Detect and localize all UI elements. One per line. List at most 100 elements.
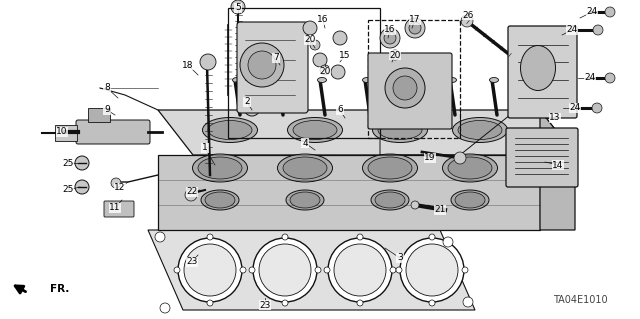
Text: 5: 5 xyxy=(235,4,241,12)
Circle shape xyxy=(282,300,288,306)
Circle shape xyxy=(324,267,330,273)
Circle shape xyxy=(207,234,213,240)
Ellipse shape xyxy=(448,157,492,179)
Circle shape xyxy=(357,300,363,306)
Ellipse shape xyxy=(451,190,489,210)
Ellipse shape xyxy=(452,117,508,143)
Ellipse shape xyxy=(287,117,342,143)
Polygon shape xyxy=(540,110,575,230)
Ellipse shape xyxy=(458,121,502,139)
Ellipse shape xyxy=(202,117,257,143)
Circle shape xyxy=(315,267,321,273)
Circle shape xyxy=(200,54,216,70)
Text: 1: 1 xyxy=(202,144,208,152)
FancyBboxPatch shape xyxy=(508,26,577,118)
Ellipse shape xyxy=(362,154,417,182)
Circle shape xyxy=(240,43,284,87)
Bar xyxy=(55,125,77,141)
Circle shape xyxy=(393,76,417,100)
Text: 16: 16 xyxy=(317,16,329,25)
Text: 19: 19 xyxy=(424,153,436,162)
Circle shape xyxy=(253,238,317,302)
Text: 20: 20 xyxy=(389,50,401,60)
Polygon shape xyxy=(158,110,575,155)
Text: 24: 24 xyxy=(584,73,596,83)
Text: 23: 23 xyxy=(259,300,271,309)
Ellipse shape xyxy=(317,78,326,83)
Text: 11: 11 xyxy=(109,204,121,212)
Text: 20: 20 xyxy=(304,35,316,44)
FancyBboxPatch shape xyxy=(104,201,134,217)
Text: 2: 2 xyxy=(244,98,250,107)
Bar xyxy=(88,108,110,122)
Circle shape xyxy=(248,51,276,79)
Circle shape xyxy=(593,25,603,35)
Ellipse shape xyxy=(193,154,248,182)
Ellipse shape xyxy=(406,78,415,83)
Circle shape xyxy=(409,22,421,34)
Circle shape xyxy=(160,303,170,313)
Text: 10: 10 xyxy=(56,128,68,137)
Circle shape xyxy=(334,244,386,296)
Text: 24: 24 xyxy=(586,8,598,17)
Circle shape xyxy=(310,40,320,50)
Ellipse shape xyxy=(275,78,285,83)
Circle shape xyxy=(231,0,245,14)
Circle shape xyxy=(174,267,180,273)
Circle shape xyxy=(385,68,425,108)
Circle shape xyxy=(185,189,197,201)
Ellipse shape xyxy=(371,190,409,210)
Ellipse shape xyxy=(362,78,371,83)
Circle shape xyxy=(328,238,392,302)
Circle shape xyxy=(429,234,435,240)
Text: FR.: FR. xyxy=(50,284,69,294)
Text: 14: 14 xyxy=(552,160,564,169)
Text: 21: 21 xyxy=(435,205,445,214)
Circle shape xyxy=(178,238,242,302)
Ellipse shape xyxy=(447,78,456,83)
Text: 24: 24 xyxy=(566,26,578,34)
Circle shape xyxy=(357,234,363,240)
Circle shape xyxy=(406,244,458,296)
Circle shape xyxy=(249,267,255,273)
Circle shape xyxy=(155,232,165,242)
Circle shape xyxy=(396,267,402,273)
Text: 24: 24 xyxy=(570,103,580,113)
Circle shape xyxy=(463,297,473,307)
Text: 13: 13 xyxy=(549,114,561,122)
Circle shape xyxy=(75,156,89,170)
FancyBboxPatch shape xyxy=(368,53,452,129)
FancyBboxPatch shape xyxy=(237,22,308,113)
Text: 25: 25 xyxy=(62,159,74,167)
Text: 7: 7 xyxy=(273,54,279,63)
Text: 22: 22 xyxy=(186,188,198,197)
Circle shape xyxy=(429,300,435,306)
Text: 8: 8 xyxy=(104,84,110,93)
Ellipse shape xyxy=(232,78,241,83)
Circle shape xyxy=(605,7,615,17)
Text: 9: 9 xyxy=(104,106,110,115)
Text: TA04E1010: TA04E1010 xyxy=(553,295,607,305)
Circle shape xyxy=(282,234,288,240)
Ellipse shape xyxy=(442,154,497,182)
Circle shape xyxy=(390,50,400,60)
Polygon shape xyxy=(158,155,540,230)
Circle shape xyxy=(443,237,453,247)
Ellipse shape xyxy=(286,190,324,210)
Ellipse shape xyxy=(378,121,422,139)
Circle shape xyxy=(333,31,347,45)
Text: 3: 3 xyxy=(397,254,403,263)
Text: 4: 4 xyxy=(302,138,308,147)
Circle shape xyxy=(405,18,425,38)
Ellipse shape xyxy=(208,121,252,139)
FancyBboxPatch shape xyxy=(76,120,150,144)
Text: 15: 15 xyxy=(339,50,351,60)
Circle shape xyxy=(461,15,473,27)
Circle shape xyxy=(303,21,317,35)
Circle shape xyxy=(244,100,260,116)
Circle shape xyxy=(384,32,396,44)
FancyBboxPatch shape xyxy=(506,128,578,187)
Ellipse shape xyxy=(283,157,327,179)
Text: 17: 17 xyxy=(409,16,420,25)
Ellipse shape xyxy=(490,78,499,83)
